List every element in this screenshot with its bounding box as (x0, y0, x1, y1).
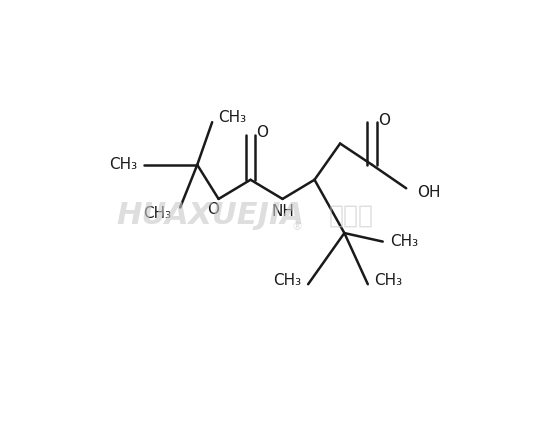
Text: OH: OH (417, 185, 441, 200)
Text: HUAXUEJIA: HUAXUEJIA (116, 201, 304, 231)
Text: O: O (256, 125, 269, 140)
Text: O: O (208, 202, 219, 217)
Text: O: O (378, 113, 390, 127)
Text: CH₃: CH₃ (219, 111, 247, 125)
Text: NH: NH (271, 204, 294, 219)
Text: CH₃: CH₃ (273, 273, 302, 289)
Text: CH₃: CH₃ (110, 157, 138, 172)
Text: ®: ® (292, 222, 303, 232)
Text: 化学加: 化学加 (328, 204, 373, 228)
Text: CH₃: CH₃ (374, 273, 402, 289)
Text: CH₃: CH₃ (144, 206, 172, 221)
Text: CH₃: CH₃ (390, 234, 419, 249)
